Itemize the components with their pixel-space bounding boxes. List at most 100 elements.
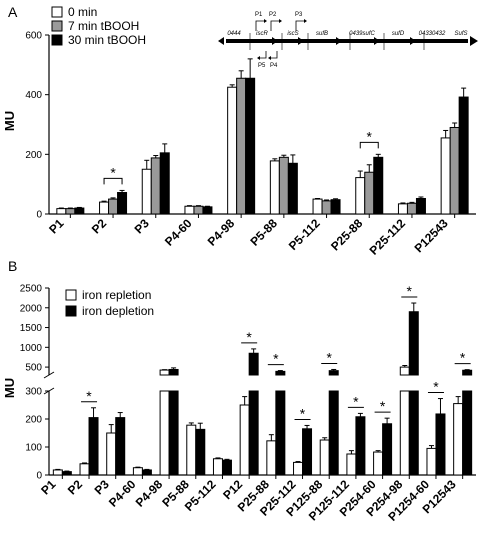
panel-b-bar bbox=[61, 471, 72, 476]
panel-a-bar bbox=[141, 168, 152, 215]
panel-b-bar bbox=[186, 424, 197, 476]
promoter-label-P5: P5 bbox=[258, 63, 266, 69]
panel-a-bar bbox=[287, 162, 298, 215]
panel-a-significance-star: * bbox=[110, 164, 116, 180]
promoter-arrowhead-P3 bbox=[304, 19, 307, 23]
legend-swatch-repletion bbox=[65, 289, 77, 301]
legend-swatch-30min bbox=[51, 34, 63, 46]
panel-a-bar bbox=[150, 157, 161, 215]
legend-label-7min: 7 min tBOOH bbox=[68, 19, 139, 33]
panel-b-bar bbox=[355, 416, 366, 476]
operon-arrow-end bbox=[470, 36, 478, 46]
panel-a-bar bbox=[406, 202, 417, 215]
panel-a-bar bbox=[245, 77, 256, 215]
panel-b-bar bbox=[239, 404, 250, 476]
panel-a-bar bbox=[193, 205, 204, 215]
promoter-arrow-P1 bbox=[255, 20, 264, 31]
legend-label-0min: 0 min bbox=[68, 5, 97, 19]
panel-b-significance-star: * bbox=[300, 405, 306, 421]
panel-a-bar bbox=[65, 208, 76, 215]
gene-0444: 0444 bbox=[227, 31, 241, 37]
panel-b-category-label-p2: P2 bbox=[65, 477, 86, 498]
operon-arrow-0444 bbox=[218, 37, 224, 45]
panel-a-significance-bracket bbox=[359, 141, 379, 149]
panel-a-bar bbox=[184, 205, 195, 215]
panel-a-bar bbox=[278, 156, 289, 215]
panel-b-bar-upper-segment bbox=[248, 352, 259, 376]
operon-arrow-sufD bbox=[410, 37, 416, 45]
gene-sufD: sufD bbox=[392, 31, 405, 37]
panel-b-significance-star: * bbox=[433, 379, 439, 395]
panel-b-bar-lower-segment bbox=[408, 390, 419, 476]
panel-a-bar bbox=[269, 160, 280, 215]
panel-a-bar bbox=[364, 171, 375, 215]
panel-a-bar bbox=[202, 206, 213, 215]
promoter-label-P4: P4 bbox=[270, 63, 278, 69]
operon-arrow-0439 bbox=[374, 37, 380, 45]
panel-b-category-label-p3: P3 bbox=[92, 477, 113, 498]
panel-a-category-label-p5-88: P5-88 bbox=[247, 216, 280, 249]
panel-b-significance-star: * bbox=[380, 398, 386, 414]
panel-a-ytick-label-0: 0 bbox=[36, 210, 42, 221]
panel-b-bar-lower-segment bbox=[159, 390, 170, 476]
panel-a-category-label-p1: P1 bbox=[46, 216, 67, 237]
panel-b-bar bbox=[79, 463, 90, 476]
panel-b-bar-upper-segment bbox=[159, 369, 170, 376]
panel-b-bar bbox=[346, 453, 357, 476]
panel-a-ytick-label-600: 600 bbox=[25, 31, 42, 42]
panel-b-bar bbox=[195, 428, 206, 476]
legend-label-30min: 30 min tBOOH bbox=[68, 33, 146, 47]
promoter-arrowhead-P2 bbox=[279, 19, 282, 23]
gene-0439sufC: 0439sufC bbox=[349, 31, 375, 37]
panel-b-bar bbox=[52, 469, 63, 476]
panel-a-bar bbox=[373, 156, 384, 215]
panel-b-ytick-label-2000: 2000 bbox=[20, 303, 43, 314]
panel-a-category-label-p4-98: P4-98 bbox=[205, 216, 238, 249]
panel-b-bar bbox=[319, 439, 330, 476]
panel-a-bar bbox=[236, 77, 247, 215]
promoter-arrow-P4 bbox=[271, 51, 278, 59]
panel-b-bar bbox=[435, 413, 446, 476]
panel-b-ytick-label-100: 100 bbox=[25, 443, 42, 454]
promoter-label-P1: P1 bbox=[255, 12, 263, 18]
panel-b-ytick-label-500: 500 bbox=[25, 363, 42, 374]
panel-a-bar bbox=[159, 152, 170, 215]
panel-b-significance-star: * bbox=[86, 388, 92, 404]
panel-a-bar bbox=[74, 207, 85, 215]
panel-a-bar bbox=[449, 126, 460, 215]
panel-b-ytick-label-2500: 2500 bbox=[20, 284, 43, 295]
panel-b-significance-star: * bbox=[273, 351, 279, 367]
gene-sufB: sufB bbox=[316, 31, 328, 37]
panel-a-bar bbox=[458, 96, 469, 215]
panel-b-bar bbox=[132, 467, 143, 476]
promoter-label-P2: P2 bbox=[269, 12, 277, 18]
panel-a-bar bbox=[117, 192, 128, 215]
panel-a-bar bbox=[108, 198, 119, 215]
legend-swatch-0min bbox=[51, 6, 63, 18]
panel-b-category-label-p4-60: P4-60 bbox=[106, 477, 139, 510]
gene-iscR: iscR bbox=[256, 31, 268, 37]
panel-b-bar bbox=[106, 432, 117, 476]
panel-b-bar-upper-segment bbox=[275, 370, 286, 376]
panel-b-ytick-label-200: 200 bbox=[25, 415, 42, 426]
panel-b-bar-lower-segment bbox=[328, 390, 339, 476]
panel-a-category-label-p25-88: P25-88 bbox=[328, 216, 365, 253]
promoter-arrow-P5 bbox=[260, 51, 267, 59]
panel-b-bar-upper-segment bbox=[462, 369, 473, 376]
panel-a-category-label-p4-60: P4-60 bbox=[162, 216, 195, 249]
panel-a-bar bbox=[227, 86, 238, 215]
promoter-arrowhead-P1 bbox=[264, 19, 267, 23]
panel-b-bar-lower-segment bbox=[399, 390, 410, 476]
panel-b-significance-star: * bbox=[407, 283, 413, 299]
promoter-arrow-P3 bbox=[295, 20, 304, 31]
panel-b-ytick-label-0: 0 bbox=[36, 471, 42, 482]
legend-label-depletion: iron depletion bbox=[82, 304, 154, 318]
panel-a-category-label-p2: P2 bbox=[89, 216, 110, 237]
panel-b-bar bbox=[266, 440, 277, 476]
panel-b-bar bbox=[212, 458, 223, 476]
panel-b-bar-upper-segment bbox=[399, 366, 410, 376]
panel-a-ytick-label-200: 200 bbox=[25, 150, 42, 161]
